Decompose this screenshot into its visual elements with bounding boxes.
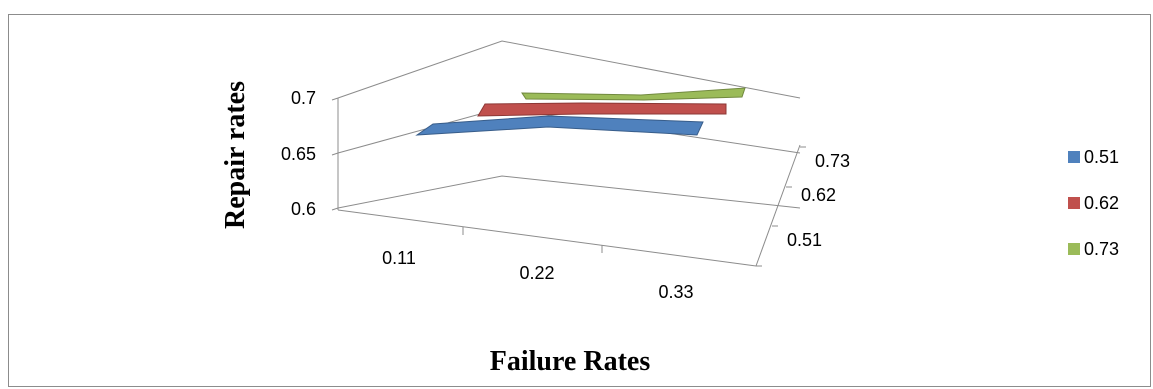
x-tick-label: 0.22 — [519, 263, 554, 283]
floor-edges — [337, 144, 801, 267]
legend-swatch-0.73 — [1068, 243, 1080, 255]
y-tick-label: 0.7 — [291, 88, 316, 108]
x-tick-label: 0.33 — [658, 282, 693, 302]
x-axis-title: Failure Rates — [490, 346, 651, 377]
gridline-0.6 — [337, 175, 801, 209]
series-ribbon-0.73 — [521, 87, 746, 101]
x-tick-label: 0.11 — [382, 248, 416, 268]
depth-axis-line — [755, 144, 801, 267]
y-axis-title: Repair rates — [220, 81, 251, 229]
legend-label-0.62: 0.62 — [1084, 193, 1119, 213]
legend-swatch-0.62 — [1068, 197, 1080, 209]
legend-label-0.73: 0.73 — [1084, 239, 1119, 259]
x-axis-line — [337, 209, 757, 267]
chart-frame — [8, 14, 1151, 387]
series-ribbon-0.62 — [477, 102, 727, 117]
depth-tick-label: 0.62 — [801, 185, 836, 205]
depth-tick-label: 0.51 — [787, 230, 822, 250]
y-tick-mark — [331, 152, 339, 156]
tick-marks — [331, 97, 806, 267]
series-ribbon-0.51 — [415, 115, 704, 136]
y-tick-mark — [331, 97, 339, 101]
legend: 0.51 0.62 0.73 — [1068, 147, 1119, 259]
y-tick-label: 0.6 — [291, 199, 316, 219]
y-tick-mark — [331, 207, 339, 211]
legend-label-0.51: 0.51 — [1084, 147, 1119, 167]
legend-swatch-0.51 — [1068, 151, 1080, 163]
depth-tick-label: 0.73 — [815, 151, 850, 171]
gridline-0.7 — [337, 40, 801, 99]
y-tick-label: 0.65 — [281, 144, 316, 164]
